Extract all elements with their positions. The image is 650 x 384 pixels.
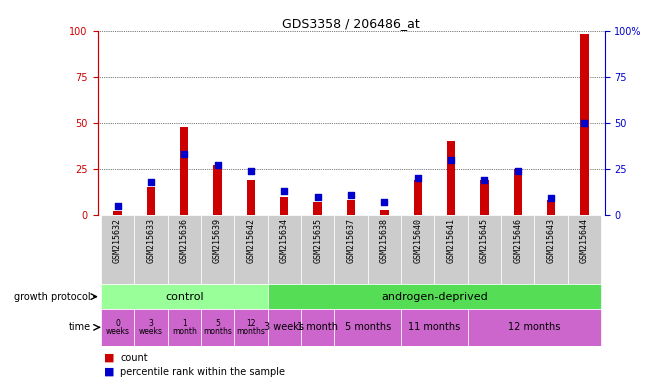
Bar — [201, 215, 234, 284]
Bar — [568, 215, 601, 284]
Bar — [301, 309, 334, 346]
Text: androgen-deprived: androgen-deprived — [381, 291, 488, 302]
Text: GSM215634: GSM215634 — [280, 218, 289, 263]
Point — [413, 175, 423, 181]
Text: 1
month: 1 month — [172, 319, 197, 336]
Text: 12 months: 12 months — [508, 322, 561, 333]
Point — [513, 168, 523, 174]
Bar — [268, 309, 301, 346]
Bar — [101, 309, 134, 346]
Bar — [247, 180, 255, 215]
Text: GSM215644: GSM215644 — [580, 218, 589, 263]
Bar — [101, 284, 268, 309]
Point — [246, 168, 256, 174]
Text: GSM215645: GSM215645 — [480, 218, 489, 263]
Bar — [401, 215, 434, 284]
Bar — [201, 309, 234, 346]
Text: ■: ■ — [104, 353, 118, 363]
Bar — [268, 284, 601, 309]
Bar — [280, 197, 289, 215]
Bar — [101, 215, 134, 284]
Bar — [313, 202, 322, 215]
Text: GSM215642: GSM215642 — [246, 218, 255, 263]
Point — [579, 120, 590, 126]
Text: GSM215638: GSM215638 — [380, 218, 389, 263]
Text: GSM215636: GSM215636 — [179, 218, 188, 263]
Text: GSM215643: GSM215643 — [547, 218, 556, 263]
Point — [346, 192, 356, 198]
Point — [112, 203, 123, 209]
Text: growth protocol: growth protocol — [14, 291, 91, 302]
Point — [313, 194, 323, 200]
Text: 5
months: 5 months — [203, 319, 232, 336]
Text: GSM215637: GSM215637 — [346, 218, 356, 263]
Text: 5 months: 5 months — [344, 322, 391, 333]
Text: GSM215641: GSM215641 — [447, 218, 456, 263]
Text: control: control — [165, 291, 203, 302]
Text: GSM215640: GSM215640 — [413, 218, 423, 263]
Bar — [301, 215, 334, 284]
Bar — [580, 35, 589, 215]
Bar — [368, 215, 401, 284]
Bar — [468, 309, 601, 346]
Text: GSM215646: GSM215646 — [514, 218, 523, 263]
Text: time: time — [69, 322, 91, 333]
Bar — [168, 309, 201, 346]
Point — [279, 188, 289, 194]
Bar — [134, 215, 168, 284]
Text: 3
weeks: 3 weeks — [139, 319, 163, 336]
Point — [146, 179, 156, 185]
Bar — [168, 215, 201, 284]
Bar — [401, 309, 468, 346]
Bar — [480, 180, 489, 215]
Text: GSM215635: GSM215635 — [313, 218, 322, 263]
Bar — [113, 211, 122, 215]
Text: GSM215633: GSM215633 — [146, 218, 155, 263]
Text: 12
months: 12 months — [237, 319, 265, 336]
Bar — [447, 141, 455, 215]
Point — [179, 151, 189, 157]
Bar — [234, 309, 268, 346]
Bar — [334, 215, 368, 284]
Bar — [234, 215, 268, 284]
Bar — [134, 309, 168, 346]
Bar — [534, 215, 568, 284]
Point — [213, 162, 223, 168]
Bar — [334, 309, 401, 346]
Bar — [213, 165, 222, 215]
Text: 11 months: 11 months — [408, 322, 460, 333]
Bar — [180, 127, 188, 215]
Text: count: count — [120, 353, 148, 363]
Bar — [347, 200, 355, 215]
Bar — [147, 187, 155, 215]
Bar — [501, 215, 534, 284]
Point — [379, 199, 389, 205]
Point — [446, 157, 456, 163]
Bar — [380, 210, 389, 215]
Bar — [547, 200, 555, 215]
Point — [479, 177, 489, 183]
Text: ■: ■ — [104, 366, 118, 377]
Text: 3 weeks: 3 weeks — [265, 322, 304, 333]
Text: percentile rank within the sample: percentile rank within the sample — [120, 366, 285, 377]
Text: GSM215632: GSM215632 — [113, 218, 122, 263]
Bar — [514, 169, 522, 215]
Title: GDS3358 / 206486_at: GDS3358 / 206486_at — [282, 17, 420, 30]
Text: 1 month: 1 month — [297, 322, 338, 333]
Text: GSM215639: GSM215639 — [213, 218, 222, 263]
Bar — [434, 215, 468, 284]
Bar — [268, 215, 301, 284]
Bar — [468, 215, 501, 284]
Bar — [413, 180, 422, 215]
Text: 0
weeks: 0 weeks — [105, 319, 129, 336]
Point — [546, 195, 556, 202]
